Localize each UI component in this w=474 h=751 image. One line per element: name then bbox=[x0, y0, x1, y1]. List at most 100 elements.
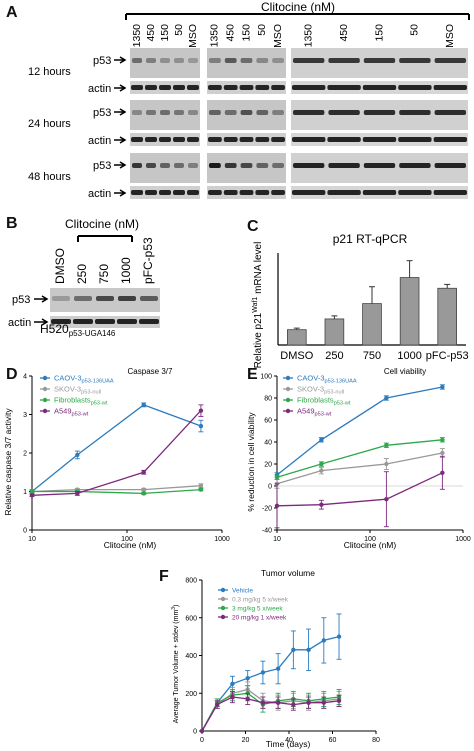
actin-band bbox=[255, 137, 270, 142]
actin-band bbox=[362, 85, 397, 90]
series-line bbox=[276, 439, 443, 478]
data-point bbox=[230, 681, 235, 687]
legend-sub: p53-null bbox=[81, 390, 101, 396]
p53-band bbox=[363, 58, 396, 63]
legend-marker bbox=[42, 408, 48, 414]
panel-a-lane-label: DMSO bbox=[187, 24, 199, 56]
series-line bbox=[201, 635, 340, 732]
arrow-icon bbox=[114, 161, 127, 169]
data-point bbox=[336, 634, 342, 639]
y-tick-label: -40 bbox=[262, 528, 272, 535]
panel-a-p53-label: p53 bbox=[93, 107, 111, 119]
panel-a-actin-label: actin bbox=[88, 83, 111, 95]
y-tick-label: 600 bbox=[185, 615, 197, 622]
panel-b-blots: Clitocine (nM) DMSO 250 750 1000 pFC-p53 p53… bbox=[8, 217, 160, 338]
p53-band bbox=[140, 296, 158, 301]
p53-band bbox=[240, 163, 253, 168]
p53-band bbox=[118, 296, 136, 301]
y-tick-label: 3 bbox=[23, 412, 27, 419]
legend-sub: p53-wt bbox=[72, 412, 89, 418]
p53-band bbox=[52, 296, 70, 301]
p53-band bbox=[240, 110, 253, 115]
p53-band bbox=[434, 163, 466, 168]
panel-a-lane-label: 1350 bbox=[302, 24, 314, 48]
panel-b-lane-label: 1000 bbox=[119, 257, 133, 284]
legend-marker bbox=[42, 386, 48, 392]
actin-band bbox=[159, 190, 171, 195]
p53-band bbox=[174, 163, 184, 168]
panel-a-lane-label: DMSO bbox=[272, 24, 284, 56]
x-tick-label: 1000 bbox=[397, 350, 421, 362]
p53-band bbox=[272, 110, 284, 115]
legend-marker bbox=[42, 397, 48, 403]
actin-band bbox=[51, 319, 71, 324]
series-line bbox=[32, 488, 201, 495]
series-line bbox=[276, 386, 443, 476]
arrow-icon bbox=[34, 318, 49, 326]
data-point bbox=[245, 675, 250, 681]
panel-d-xlabel: Clitocine (nM) bbox=[104, 540, 157, 550]
panel-e-title: Cell viability bbox=[384, 367, 426, 376]
panel-a-lane-label: 1350 bbox=[209, 24, 221, 48]
data-point bbox=[384, 461, 389, 467]
p53-band bbox=[256, 110, 269, 115]
actin-band bbox=[239, 190, 254, 195]
data-point bbox=[306, 700, 311, 705]
p53-band bbox=[328, 163, 360, 168]
p53-band bbox=[224, 163, 237, 168]
actin-band bbox=[173, 85, 185, 90]
panel-f-xlabel: Time (days) bbox=[266, 739, 311, 749]
panel-b-lane-label: 750 bbox=[97, 264, 111, 284]
data-point bbox=[319, 437, 324, 442]
legend-sub: p53-136UAA bbox=[82, 379, 114, 385]
legend-marker bbox=[285, 408, 291, 414]
arrow-icon bbox=[34, 295, 49, 303]
data-point bbox=[75, 452, 80, 458]
actin-band bbox=[255, 85, 270, 90]
data-point bbox=[291, 702, 296, 707]
bar bbox=[437, 287, 458, 346]
data-point bbox=[319, 468, 324, 473]
p53-band bbox=[399, 58, 431, 63]
x-tick-label: 10 bbox=[28, 536, 36, 543]
series-line bbox=[201, 696, 340, 732]
data-point bbox=[215, 702, 220, 707]
actin-band bbox=[95, 319, 115, 324]
actin-band bbox=[239, 85, 254, 90]
legend-label: SKOV-3p53-null bbox=[54, 385, 101, 396]
p53-band bbox=[293, 163, 325, 168]
p53-band bbox=[132, 110, 142, 115]
legend-name: CAOV-3 bbox=[54, 374, 82, 383]
panel-a-lane-label: 150 bbox=[373, 24, 385, 42]
y-tick-label: 2 bbox=[23, 451, 27, 458]
p53-band bbox=[188, 58, 198, 63]
data-point bbox=[141, 470, 146, 475]
panel-a-lane-label: 450 bbox=[145, 24, 157, 42]
data-point bbox=[321, 638, 326, 643]
p53-band bbox=[74, 296, 92, 301]
panel-a-blots: Clitocine (nM) 1350 450 150 50 DMSO 1350 450 15… bbox=[28, 0, 470, 200]
data-point bbox=[29, 489, 35, 494]
legend-label: A549p53-wt bbox=[54, 407, 89, 418]
panel-b-p53-label: p53 bbox=[12, 294, 30, 306]
data-point bbox=[198, 423, 204, 429]
bar bbox=[399, 277, 420, 346]
panel-b-cell-line: H520p53-UGA146 bbox=[40, 322, 116, 338]
x-tick-label: 100 bbox=[121, 536, 133, 543]
panel-f-title: Tumor volume bbox=[261, 568, 315, 578]
actin-band bbox=[271, 190, 285, 195]
actin-band bbox=[131, 137, 143, 142]
legend-label: Fibroblastsp53-wt bbox=[297, 396, 351, 407]
p53-band bbox=[209, 110, 221, 115]
data-point bbox=[230, 694, 235, 700]
panel-f-chart: Tumor volume Average Tumor Volume + stde… bbox=[171, 568, 380, 749]
actin-band bbox=[187, 137, 199, 142]
legend-marker bbox=[285, 386, 291, 392]
p53-band bbox=[272, 58, 284, 63]
data-point bbox=[319, 502, 324, 507]
y-tick-label: 60 bbox=[264, 418, 272, 425]
blot-background bbox=[130, 48, 200, 78]
p53-band bbox=[328, 110, 360, 115]
legend-name: Fibroblasts bbox=[297, 396, 334, 405]
p53-band bbox=[224, 58, 237, 63]
